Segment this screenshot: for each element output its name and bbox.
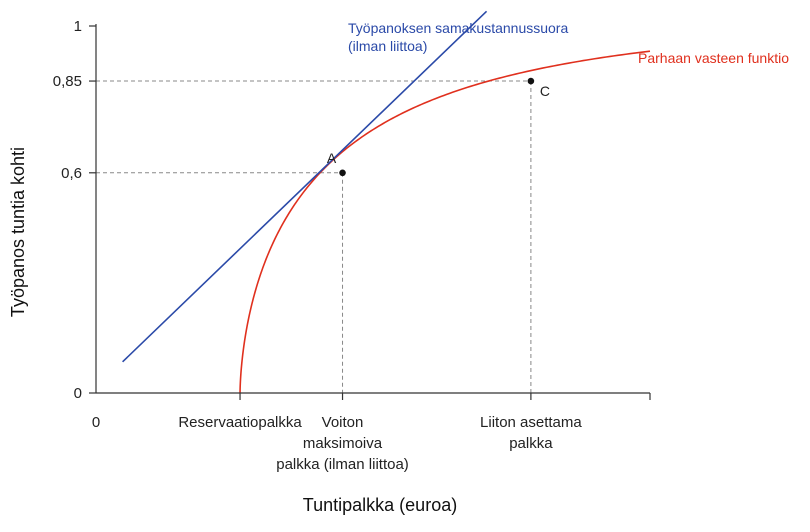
point-label: C	[540, 83, 550, 99]
y-tick-label: 0,6	[61, 165, 82, 182]
y-tick-label: 0	[74, 385, 82, 402]
x-category-label: palkka	[509, 435, 553, 452]
y-tick-label: 0,85	[53, 73, 82, 90]
x-axis-title: Tuntipalkka (euroa)	[303, 495, 457, 515]
axes	[95, 24, 651, 400]
guide-lines	[96, 80, 532, 393]
best-response-label: Parhaan vasteen funktio	[638, 50, 789, 66]
isocost-line	[122, 10, 488, 363]
isocost-label-line2: (ilman liittoa)	[348, 38, 427, 54]
point-marker	[527, 77, 535, 85]
best-response-curve	[239, 50, 651, 394]
y-tick-label: 1	[74, 18, 82, 35]
x-category-label: palkka (ilman liittoa)	[276, 456, 409, 473]
points: AC	[327, 77, 550, 177]
point-marker	[339, 169, 346, 177]
x-origin-label: 0	[92, 414, 100, 431]
point-label: A	[327, 150, 337, 166]
x-category-label: Reservaatiopalkka	[178, 414, 302, 431]
isocost-label-line1: Työpanoksen samakustannussuora	[348, 20, 568, 36]
y-ticks: 0 0,6 0,85 1	[53, 18, 96, 402]
y-axis-title: Työpanos tuntia kohti	[8, 147, 28, 317]
x-category-label: maksimoiva	[303, 435, 383, 452]
x-category-labels: 0 Reservaatiopalkka Voiton maksimoiva palkka…	[92, 393, 582, 473]
series-group	[122, 10, 651, 394]
x-category-label: Voiton	[322, 414, 364, 431]
x-category-label: Liiton asettama	[480, 414, 582, 431]
